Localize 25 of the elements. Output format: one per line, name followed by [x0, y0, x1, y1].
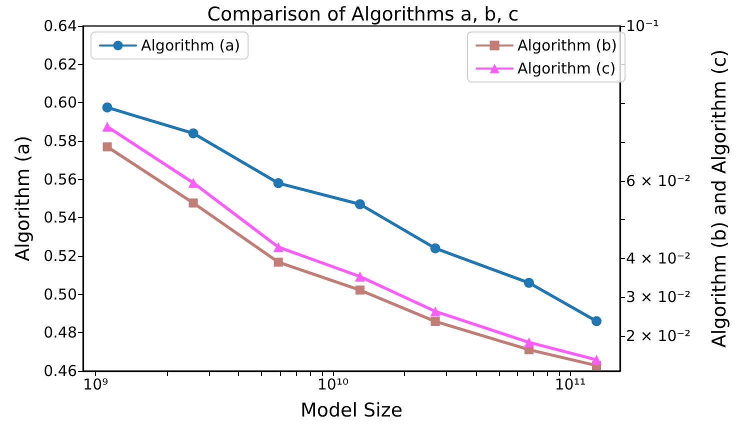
chart-title: Comparison of Algorithms a, b, c	[207, 4, 519, 26]
y-tick-label: 0.58	[44, 132, 77, 150]
legend-label: Algorithm (b)	[518, 36, 618, 54]
x-tick-label: 10¹¹	[554, 376, 586, 394]
x-tick-label: 10⁹	[83, 376, 108, 394]
y-tick-label: 0.62	[44, 55, 77, 74]
legend-label: Algorithm (c)	[518, 60, 616, 78]
y2-axis-title: Algorithm (b) and Algorithm (c)	[708, 49, 730, 348]
y-tick-label: 0.48	[44, 324, 77, 342]
y2-tick-label: 2 × 10⁻²	[626, 326, 691, 345]
y-tick-label: 0.56	[44, 170, 77, 188]
y-tick-label: 0.52	[44, 247, 77, 265]
y-tick-label: 0.46	[44, 362, 77, 380]
y-tick-label: 0.60	[44, 94, 77, 112]
y2-tick-label: 3 × 10⁻²	[626, 288, 691, 306]
y-tick-label: 0.50	[44, 285, 77, 304]
y-tick-label: 0.64	[44, 17, 77, 35]
y2-tick-label: 6 × 10⁻²	[626, 172, 691, 190]
x-tick-label: 10¹⁰	[317, 376, 348, 394]
y2-tick-label: 10⁻¹	[626, 17, 660, 35]
x-axis-title: Model Size	[300, 400, 403, 422]
y2-tick-label: 4 × 10⁻²	[626, 249, 691, 268]
y-tick-label: 0.54	[44, 208, 77, 227]
y-axis-title: Algorithm (a)	[12, 136, 34, 262]
legend-label: Algorithm (a)	[141, 36, 240, 54]
